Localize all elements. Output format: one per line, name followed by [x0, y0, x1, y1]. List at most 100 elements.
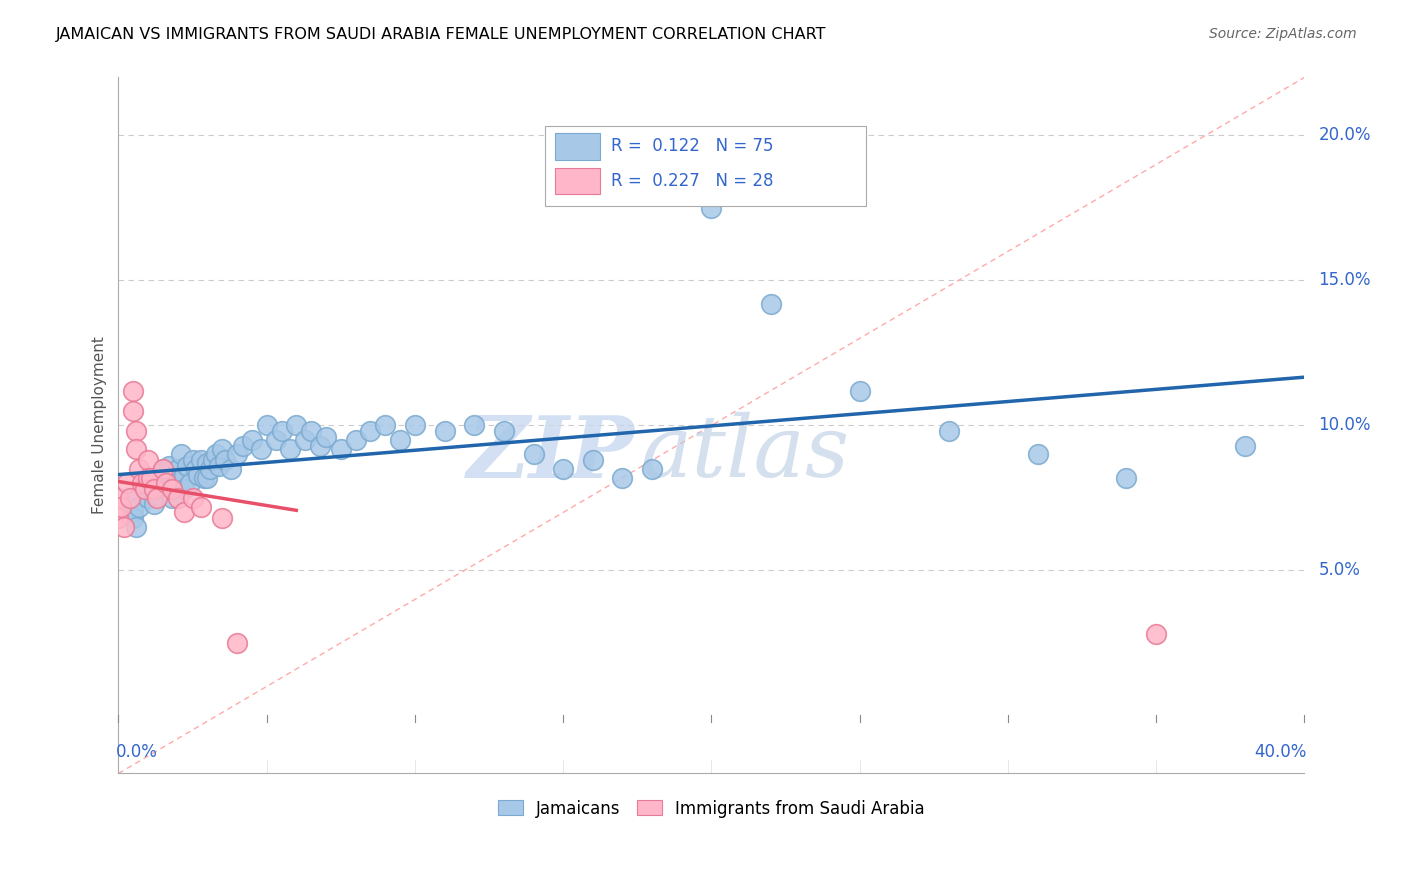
- Point: [160, 474, 183, 488]
- Point: [155, 482, 177, 496]
- Point: [190, 500, 212, 514]
- Point: [211, 442, 233, 456]
- Point: [122, 384, 145, 398]
- Point: [463, 418, 485, 433]
- Point: [139, 482, 162, 496]
- Point: [110, 500, 132, 514]
- Text: JAMAICAN VS IMMIGRANTS FROM SAUDI ARABIA FEMALE UNEMPLOYMENT CORRELATION CHART: JAMAICAN VS IMMIGRANTS FROM SAUDI ARABIA…: [56, 27, 827, 42]
- Point: [149, 479, 172, 493]
- Point: [181, 491, 204, 505]
- Point: [122, 511, 145, 525]
- Point: [173, 482, 195, 496]
- Point: [492, 424, 515, 438]
- Point: [202, 453, 225, 467]
- Point: [152, 462, 174, 476]
- Point: [285, 418, 308, 433]
- Point: [315, 430, 337, 444]
- Point: [136, 491, 159, 505]
- Point: [214, 453, 236, 467]
- Point: [938, 424, 960, 438]
- Point: [134, 482, 156, 496]
- Point: [249, 442, 271, 456]
- Point: [176, 458, 198, 473]
- Point: [240, 433, 263, 447]
- Point: [146, 488, 169, 502]
- Point: [143, 497, 166, 511]
- Point: [157, 458, 180, 473]
- Point: [166, 476, 188, 491]
- Text: 10.0%: 10.0%: [1319, 417, 1371, 434]
- Point: [232, 439, 254, 453]
- Point: [219, 462, 242, 476]
- Point: [208, 458, 231, 473]
- Point: [264, 433, 287, 447]
- Point: [226, 447, 249, 461]
- Bar: [555, 133, 600, 160]
- Point: [344, 433, 367, 447]
- Legend: Jamaicans, Immigrants from Saudi Arabia: Jamaicans, Immigrants from Saudi Arabia: [491, 793, 932, 824]
- Point: [125, 442, 148, 456]
- Point: [166, 491, 188, 505]
- Point: [173, 505, 195, 519]
- Point: [1234, 439, 1257, 453]
- Point: [1115, 470, 1137, 484]
- Point: [173, 467, 195, 482]
- Point: [280, 442, 302, 456]
- Point: [170, 447, 193, 461]
- Point: [163, 479, 186, 493]
- Point: [122, 505, 145, 519]
- Point: [374, 418, 396, 433]
- Point: [128, 462, 150, 476]
- Point: [848, 384, 870, 398]
- Point: [553, 462, 575, 476]
- Point: [122, 404, 145, 418]
- Point: [294, 433, 316, 447]
- Point: [146, 491, 169, 505]
- Point: [211, 511, 233, 525]
- Point: [200, 462, 222, 476]
- Point: [125, 424, 148, 438]
- Point: [299, 424, 322, 438]
- Point: [112, 520, 135, 534]
- Point: [270, 424, 292, 438]
- Point: [166, 462, 188, 476]
- FancyBboxPatch shape: [546, 126, 866, 206]
- Point: [139, 470, 162, 484]
- Point: [128, 500, 150, 514]
- Point: [641, 462, 664, 476]
- Point: [190, 453, 212, 467]
- Point: [136, 470, 159, 484]
- Point: [309, 439, 332, 453]
- Bar: [555, 168, 600, 194]
- Point: [155, 476, 177, 491]
- Text: 40.0%: 40.0%: [1254, 743, 1306, 761]
- Y-axis label: Female Unemployment: Female Unemployment: [93, 336, 107, 515]
- Text: atlas: atlas: [640, 412, 849, 494]
- Point: [136, 476, 159, 491]
- Point: [117, 476, 139, 491]
- Text: Source: ZipAtlas.com: Source: ZipAtlas.com: [1209, 27, 1357, 41]
- Point: [433, 424, 456, 438]
- Text: 20.0%: 20.0%: [1319, 127, 1371, 145]
- Point: [582, 453, 605, 467]
- Text: ZIP: ZIP: [467, 411, 634, 495]
- Text: 15.0%: 15.0%: [1319, 271, 1371, 289]
- Point: [187, 467, 209, 482]
- Point: [120, 491, 142, 505]
- Point: [329, 442, 352, 456]
- Point: [152, 476, 174, 491]
- Point: [146, 470, 169, 484]
- Point: [1026, 447, 1049, 461]
- Point: [1144, 627, 1167, 641]
- Text: 5.0%: 5.0%: [1319, 561, 1361, 580]
- Point: [179, 476, 201, 491]
- Point: [107, 511, 129, 525]
- Point: [195, 456, 218, 470]
- Point: [700, 201, 723, 215]
- Point: [152, 462, 174, 476]
- Point: [125, 520, 148, 534]
- Point: [522, 447, 544, 461]
- Point: [612, 470, 634, 484]
- Point: [195, 470, 218, 484]
- Point: [122, 491, 145, 505]
